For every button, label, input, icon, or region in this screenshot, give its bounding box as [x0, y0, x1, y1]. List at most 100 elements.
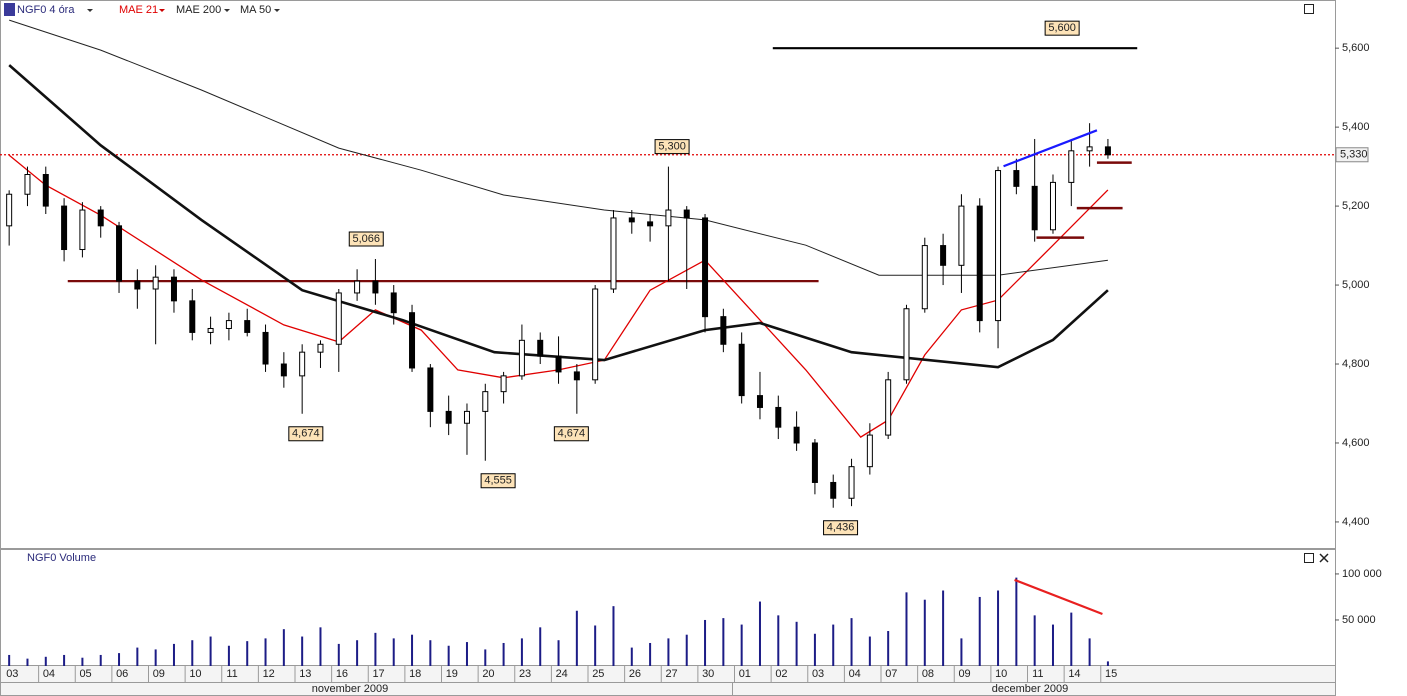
candle-body [830, 481, 837, 499]
callout-label: 5,600 [1048, 22, 1076, 34]
callout-box [1044, 20, 1080, 36]
candle-body [720, 316, 727, 345]
callout-label: 4,555 [484, 475, 512, 487]
month-label: november 2009 [312, 683, 388, 695]
candle-body [1086, 146, 1093, 152]
volume-bar [1106, 661, 1109, 666]
volume-bar [612, 606, 615, 666]
callout-box [553, 426, 589, 442]
x-tick-label: 04 [43, 668, 55, 680]
volume-bar [520, 638, 523, 666]
callout-label: 5,300 [658, 141, 686, 153]
x-tick-label: 20 [482, 668, 494, 680]
candle-body [500, 375, 507, 393]
volume-bar [209, 636, 212, 666]
volume-bar [447, 645, 450, 666]
legend-entry[interactable]: MA 50 [240, 4, 271, 16]
volume-bar [557, 640, 560, 666]
legend-entry[interactable]: MAE 200 [176, 4, 221, 16]
volume-bar [136, 647, 139, 666]
volume-bar [465, 642, 468, 666]
candle-body [573, 371, 580, 381]
candle-body [885, 379, 892, 436]
callout-box [288, 426, 324, 442]
x-tick-label: 27 [665, 668, 677, 680]
candle-body [848, 466, 855, 499]
candle-body [628, 217, 635, 223]
volume-bar [8, 654, 11, 666]
volume-bar [319, 627, 322, 666]
volume-bar [942, 590, 945, 666]
candle-body [1068, 150, 1075, 183]
candle-body [189, 300, 196, 333]
candle-body [958, 205, 965, 266]
volume-bar [172, 643, 175, 666]
last-price-label: 5,330 [1340, 149, 1368, 161]
candle-body [518, 339, 525, 377]
volume-bar [227, 645, 230, 666]
symbol-label[interactable]: NGF0 4 óra [17, 4, 75, 16]
x-tick-label: 03 [6, 668, 18, 680]
trendline [1014, 578, 1103, 616]
x-tick-label: 01 [739, 668, 751, 680]
legend-entry[interactable]: MAE 21 [119, 4, 158, 16]
candle-body [6, 193, 13, 227]
candle-body [427, 367, 434, 412]
date-axis [0, 665, 1336, 696]
maximize-button[interactable] [1304, 553, 1314, 563]
candle-body [665, 209, 672, 227]
candle-body [445, 410, 452, 424]
y-tick-label: 5,600 [1342, 42, 1370, 54]
volume-bar [905, 592, 908, 666]
candle-body [463, 410, 470, 424]
x-tick-label: 05 [79, 668, 91, 680]
volume-title: NGF0 Volume [27, 552, 96, 564]
volume-bar [301, 636, 304, 666]
candle-body [170, 276, 177, 302]
callout-label: 4,674 [558, 428, 586, 440]
y-tick-label: 4,800 [1342, 358, 1370, 370]
volume-bar [832, 624, 835, 666]
x-tick-label: 23 [519, 668, 531, 680]
x-tick-label: 10 [189, 668, 201, 680]
x-tick-label: 11 [226, 668, 237, 680]
volume-bar [1033, 615, 1036, 666]
candle-body [793, 426, 800, 444]
candle-body [683, 209, 690, 219]
candle-body [299, 351, 306, 377]
candle-body [702, 217, 709, 318]
candle-body [995, 170, 1002, 322]
x-tick-label: 03 [812, 668, 824, 680]
volume-bar [685, 634, 688, 666]
volume-bar [282, 629, 285, 666]
y-tick-label: 100 000 [1342, 568, 1382, 580]
volume-bar [1070, 612, 1073, 666]
y-tick-label: 4,600 [1342, 437, 1370, 449]
x-tick-label: 06 [116, 668, 128, 680]
maximize-button[interactable] [1304, 4, 1314, 14]
y-tick-label: 50 000 [1342, 614, 1376, 626]
volume-bar [777, 615, 780, 666]
candle-body [225, 320, 232, 329]
candle-body [647, 221, 654, 227]
volume-bar [740, 624, 743, 666]
candle-body [61, 205, 68, 251]
volume-bar [118, 653, 121, 666]
trendline [1003, 129, 1098, 168]
volume-bar [264, 638, 267, 666]
close-button[interactable] [1319, 553, 1329, 563]
volume-bar [539, 627, 542, 666]
callout-box [654, 139, 690, 155]
dropdown-arrow [274, 9, 280, 12]
callout-label: 4,436 [827, 522, 855, 534]
volume-bar [758, 601, 761, 666]
callout-label: 4,674 [292, 428, 320, 440]
volume-bar [484, 649, 487, 666]
candle-body [262, 331, 269, 365]
volume-bar [63, 654, 66, 666]
candle-body [390, 292, 397, 314]
candle-body [866, 434, 873, 468]
dropdown-arrow [224, 9, 230, 12]
